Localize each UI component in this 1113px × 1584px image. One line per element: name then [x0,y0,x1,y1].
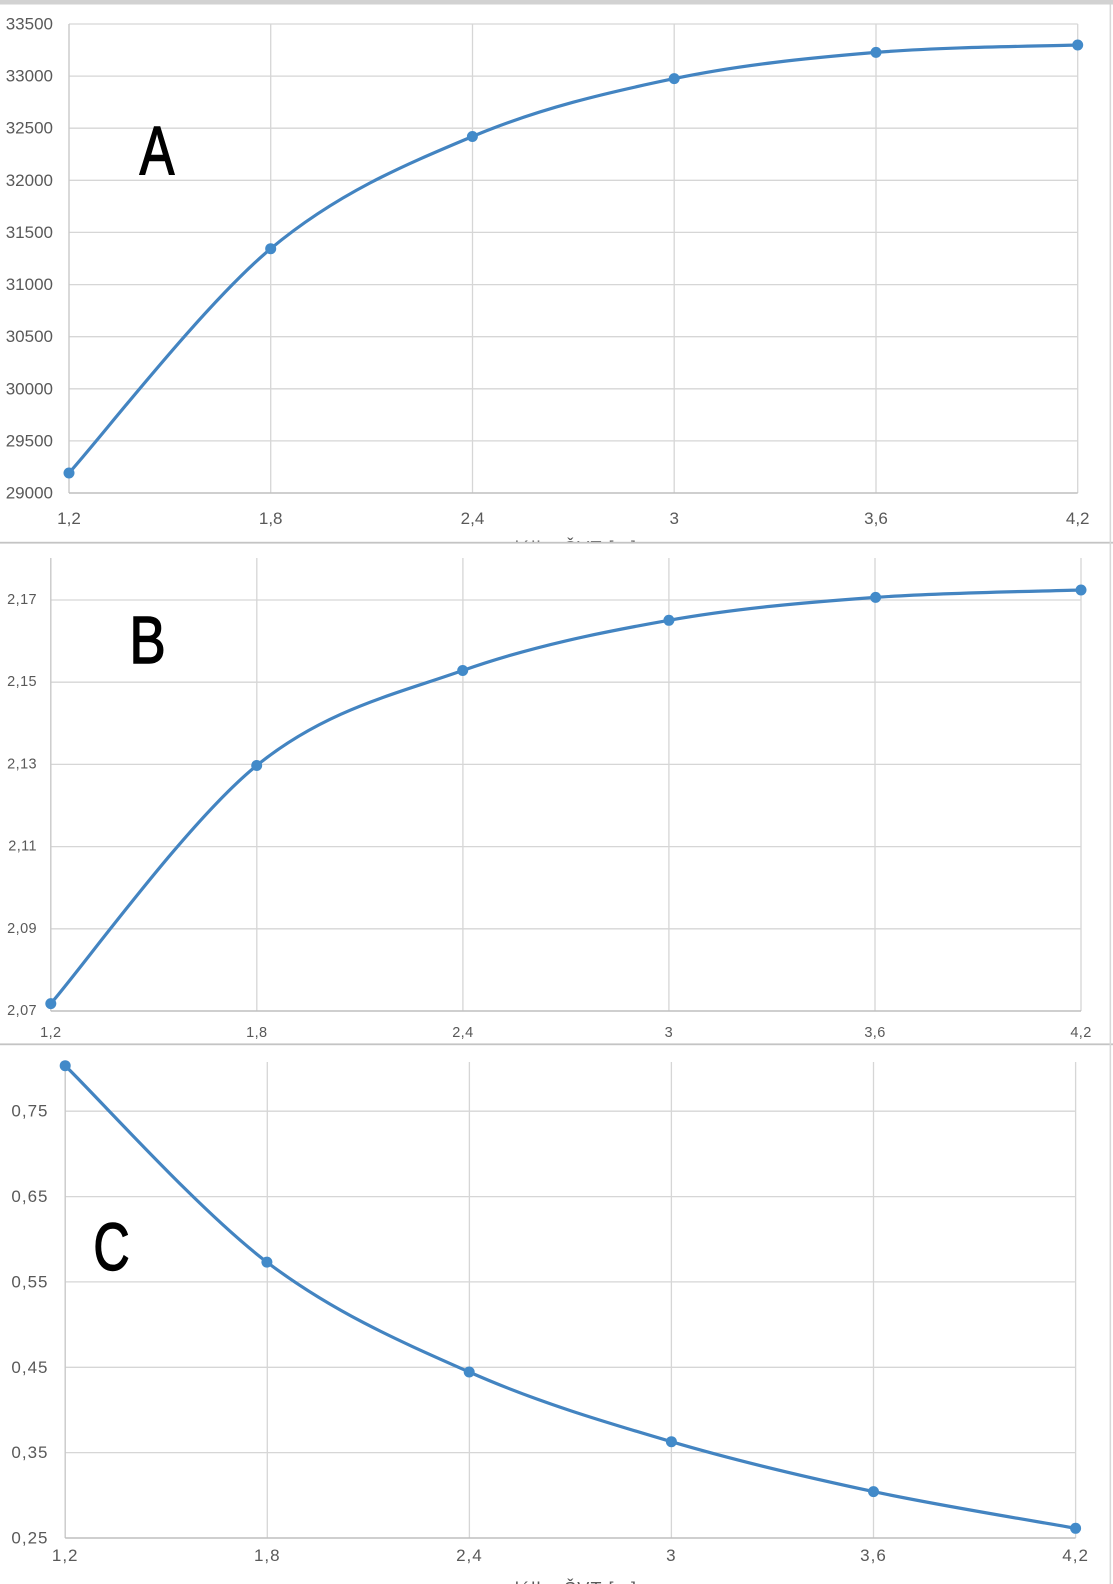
svg-text:3,6: 3,6 [860,1546,887,1565]
svg-text:2,4: 2,4 [452,1025,473,1041]
svg-text:2,15: 2,15 [7,674,37,690]
svg-text:3: 3 [665,1025,673,1041]
svg-text:3,6: 3,6 [864,1025,885,1041]
svg-text:A: A [140,113,175,189]
svg-text:32000: 32000 [6,171,53,190]
svg-text:29000: 29000 [6,484,53,503]
svg-text:1,8: 1,8 [254,1546,281,1565]
svg-text:0,45: 0,45 [11,1358,48,1377]
svg-text:délka ŠVT [m]: délka ŠVT [m] [509,1578,637,1584]
svg-text:C: C [93,1209,129,1285]
svg-text:0,25: 0,25 [11,1529,48,1548]
svg-text:33500: 33500 [6,15,53,34]
svg-text:4,2: 4,2 [1062,1546,1089,1565]
svg-text:4,2: 4,2 [1070,1025,1091,1041]
svg-text:3: 3 [666,1546,676,1565]
svg-text:0,75: 0,75 [11,1102,48,1121]
svg-text:1,8: 1,8 [246,1025,267,1041]
svg-text:2,11: 2,11 [8,839,37,855]
svg-text:2,07: 2,07 [7,1003,37,1019]
svg-text:29500: 29500 [6,431,53,450]
svg-text:2,13: 2,13 [7,756,37,772]
svg-text:1,8: 1,8 [259,509,283,528]
svg-text:4,2: 4,2 [1066,509,1090,528]
svg-text:31000: 31000 [6,275,53,294]
svg-text:32500: 32500 [6,119,53,138]
svg-text:0,35: 0,35 [11,1443,48,1462]
svg-text:2,4: 2,4 [461,509,485,528]
svg-text:B: B [129,603,165,678]
svg-text:délka ŠVT [m]: délka ŠVT [m] [509,537,637,558]
svg-text:2,09: 2,09 [7,921,37,937]
svg-text:1,2: 1,2 [57,509,81,528]
svg-text:1,2: 1,2 [40,1025,61,1041]
svg-text:31500: 31500 [6,223,53,242]
svg-text:30500: 30500 [6,327,53,346]
svg-text:2,4: 2,4 [456,1546,483,1565]
svg-text:0,55: 0,55 [11,1272,48,1291]
svg-text:3: 3 [669,509,678,528]
svg-text:1,2: 1,2 [52,1546,79,1565]
svg-text:0,65: 0,65 [11,1187,48,1206]
svg-text:3,6: 3,6 [864,509,888,528]
svg-text:33000: 33000 [6,67,53,86]
svg-text:2,17: 2,17 [7,592,37,608]
svg-text:30000: 30000 [6,379,53,398]
